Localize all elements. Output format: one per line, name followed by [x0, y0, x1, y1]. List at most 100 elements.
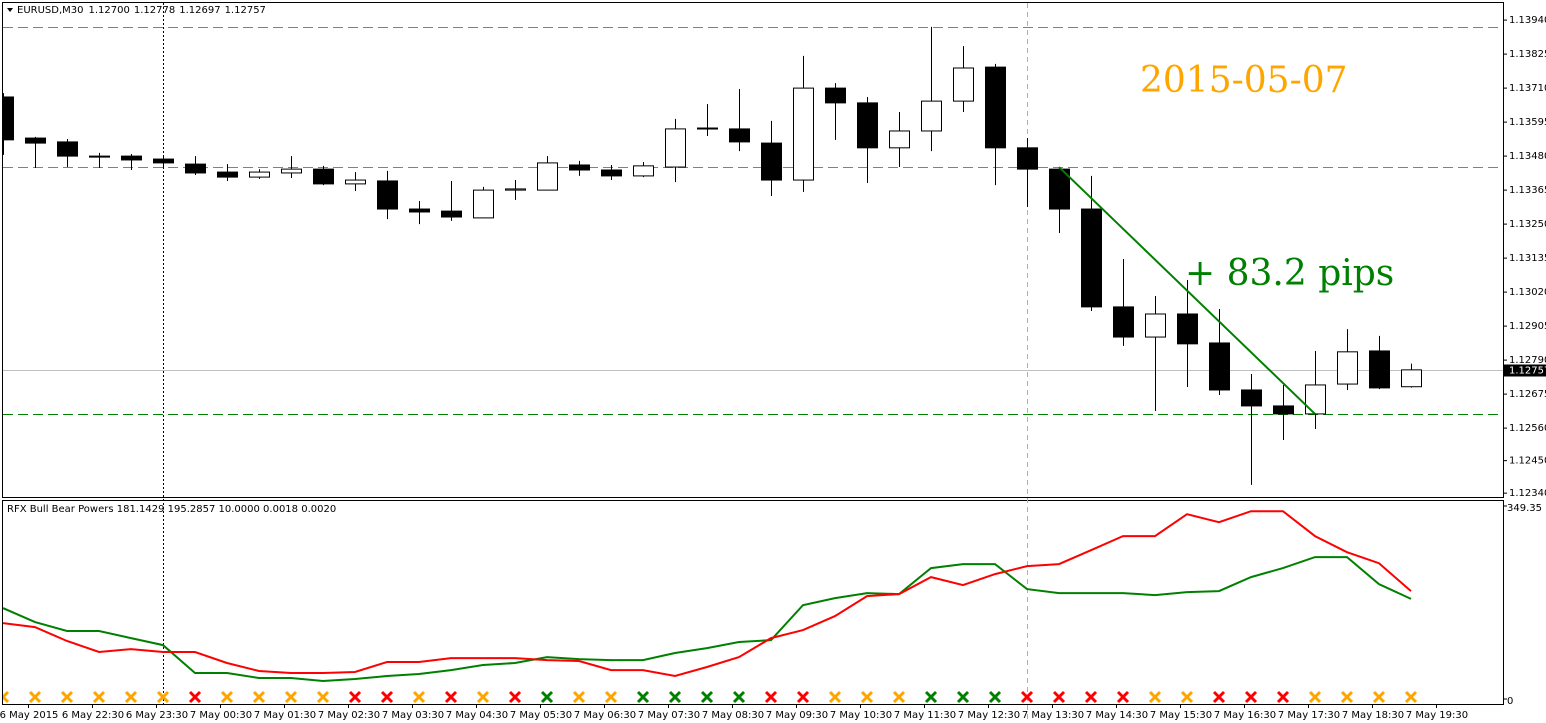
axes: 1.13940 1.13825 1.13710 1.13595 1.13480 1.133…	[0, 15, 1546, 721]
signal-marker	[988, 690, 1002, 704]
signal-marker	[1244, 690, 1258, 704]
y-tick-label: 1.13250	[1509, 219, 1546, 230]
signal-marker	[860, 690, 874, 704]
signal-marker	[444, 690, 458, 704]
y-tick-label: 1.13020	[1509, 287, 1546, 298]
candle-body	[217, 171, 238, 178]
candle-body	[473, 189, 494, 219]
candle-body	[1401, 369, 1422, 388]
y-tick-label: 1.13710	[1509, 83, 1546, 94]
candle-body	[633, 165, 654, 177]
candle-body	[889, 130, 910, 149]
signal-marker	[92, 690, 106, 704]
signal-marker	[1308, 690, 1322, 704]
signal-marker	[188, 690, 202, 704]
main-pane	[2, 2, 1504, 498]
y-tick-label: 1.12340	[1509, 488, 1546, 499]
candle-body	[1081, 208, 1102, 308]
candle-body	[1177, 313, 1198, 345]
candle-body	[761, 142, 782, 181]
signal-marker	[60, 690, 74, 704]
indicator-line	[3, 556, 1412, 683]
candle-body	[1017, 147, 1038, 170]
candle-body	[537, 162, 558, 191]
candle-body	[1209, 342, 1230, 391]
header-value: 1.12757	[225, 5, 266, 16]
candle-body	[1145, 313, 1166, 338]
y-tick-label: 0	[1507, 696, 1513, 707]
x-tick-label: 7 May 13:30	[1022, 710, 1084, 721]
x-tick-label: 7 May 15:30	[1150, 710, 1212, 721]
x-tick-label: 7 May 07:30	[638, 710, 700, 721]
signal-marker	[1372, 690, 1386, 704]
indicator-pane	[2, 500, 1504, 705]
signal-marker	[1180, 690, 1194, 704]
candle-body	[1241, 389, 1262, 407]
x-tick-label: 7 May 10:30	[830, 710, 892, 721]
current-price-label: 1.12757	[1509, 366, 1546, 377]
x-tick-label: 7 May 18:30	[1342, 710, 1404, 721]
signal-marker	[412, 690, 426, 704]
signal-marker	[828, 690, 842, 704]
header-value: 1.12778	[134, 5, 175, 16]
signal-marker	[1020, 690, 1034, 704]
candle-body	[25, 137, 46, 144]
signal-marker	[3, 690, 10, 704]
x-tick-label: 7 May 05:30	[510, 710, 572, 721]
y-tick-label: 1.12450	[1509, 456, 1546, 467]
signal-marker	[1340, 690, 1354, 704]
x-tick-label: 7 May 03:30	[382, 710, 444, 721]
y-tick-label: 1.13365	[1509, 185, 1546, 196]
candle-body	[697, 127, 718, 130]
signal-marker	[348, 690, 362, 704]
candle-body	[665, 128, 686, 168]
candle-body	[1273, 405, 1294, 415]
signal-marker	[252, 690, 266, 704]
candle-body	[985, 66, 1006, 149]
indicator-title: RFX Bull Bear Powers 181.1429 195.2857 1…	[7, 504, 336, 515]
candle-body	[1369, 350, 1390, 389]
signal-marker	[156, 690, 170, 704]
x-tick-label: 6 May 23:30	[126, 710, 188, 721]
y-tick-label: 1.13595	[1509, 117, 1546, 128]
candle-body	[441, 210, 462, 218]
candle-body	[1337, 351, 1358, 385]
signal-marker	[1052, 690, 1066, 704]
collapse-icon	[7, 8, 13, 12]
y-tick-label: 349.35	[1507, 503, 1542, 514]
y-tick-label: 1.13480	[1509, 151, 1546, 162]
main-plot	[3, 26, 1503, 485]
signal-marker	[604, 690, 618, 704]
candle-body	[601, 169, 622, 177]
y-tick-label: 1.12905	[1509, 321, 1546, 332]
x-tick-label: 7 May 09:30	[766, 710, 828, 721]
signal-marker	[508, 690, 522, 704]
candle-body	[569, 164, 590, 171]
candle-body	[121, 155, 142, 161]
y-tick-label: 1.12560	[1509, 423, 1546, 434]
signal-marker	[924, 690, 938, 704]
x-tick-label: 7 May 12:30	[958, 710, 1020, 721]
indicator-line	[3, 510, 1412, 678]
signal-marker	[380, 690, 394, 704]
signal-marker	[1404, 690, 1418, 704]
candle-body	[89, 155, 110, 158]
signal-marker	[1212, 690, 1226, 704]
candle-body	[377, 180, 398, 210]
y-tick-label: 1.13135	[1509, 253, 1546, 264]
signal-marker	[796, 690, 810, 704]
candle-body	[825, 87, 846, 104]
signal-marker	[1116, 690, 1130, 704]
signal-marker	[668, 690, 682, 704]
candle-body	[185, 163, 206, 174]
header-value: 1.12697	[179, 5, 220, 16]
candle-body	[921, 100, 942, 132]
x-tick-label: 7 May 01:30	[254, 710, 316, 721]
candle-body	[729, 128, 750, 143]
candle-body	[857, 102, 878, 149]
y-tick-label: 1.13940	[1509, 15, 1546, 26]
candle-body	[281, 168, 302, 174]
x-tick-label: 7 May 14:30	[1086, 710, 1148, 721]
candle-body	[249, 171, 270, 178]
